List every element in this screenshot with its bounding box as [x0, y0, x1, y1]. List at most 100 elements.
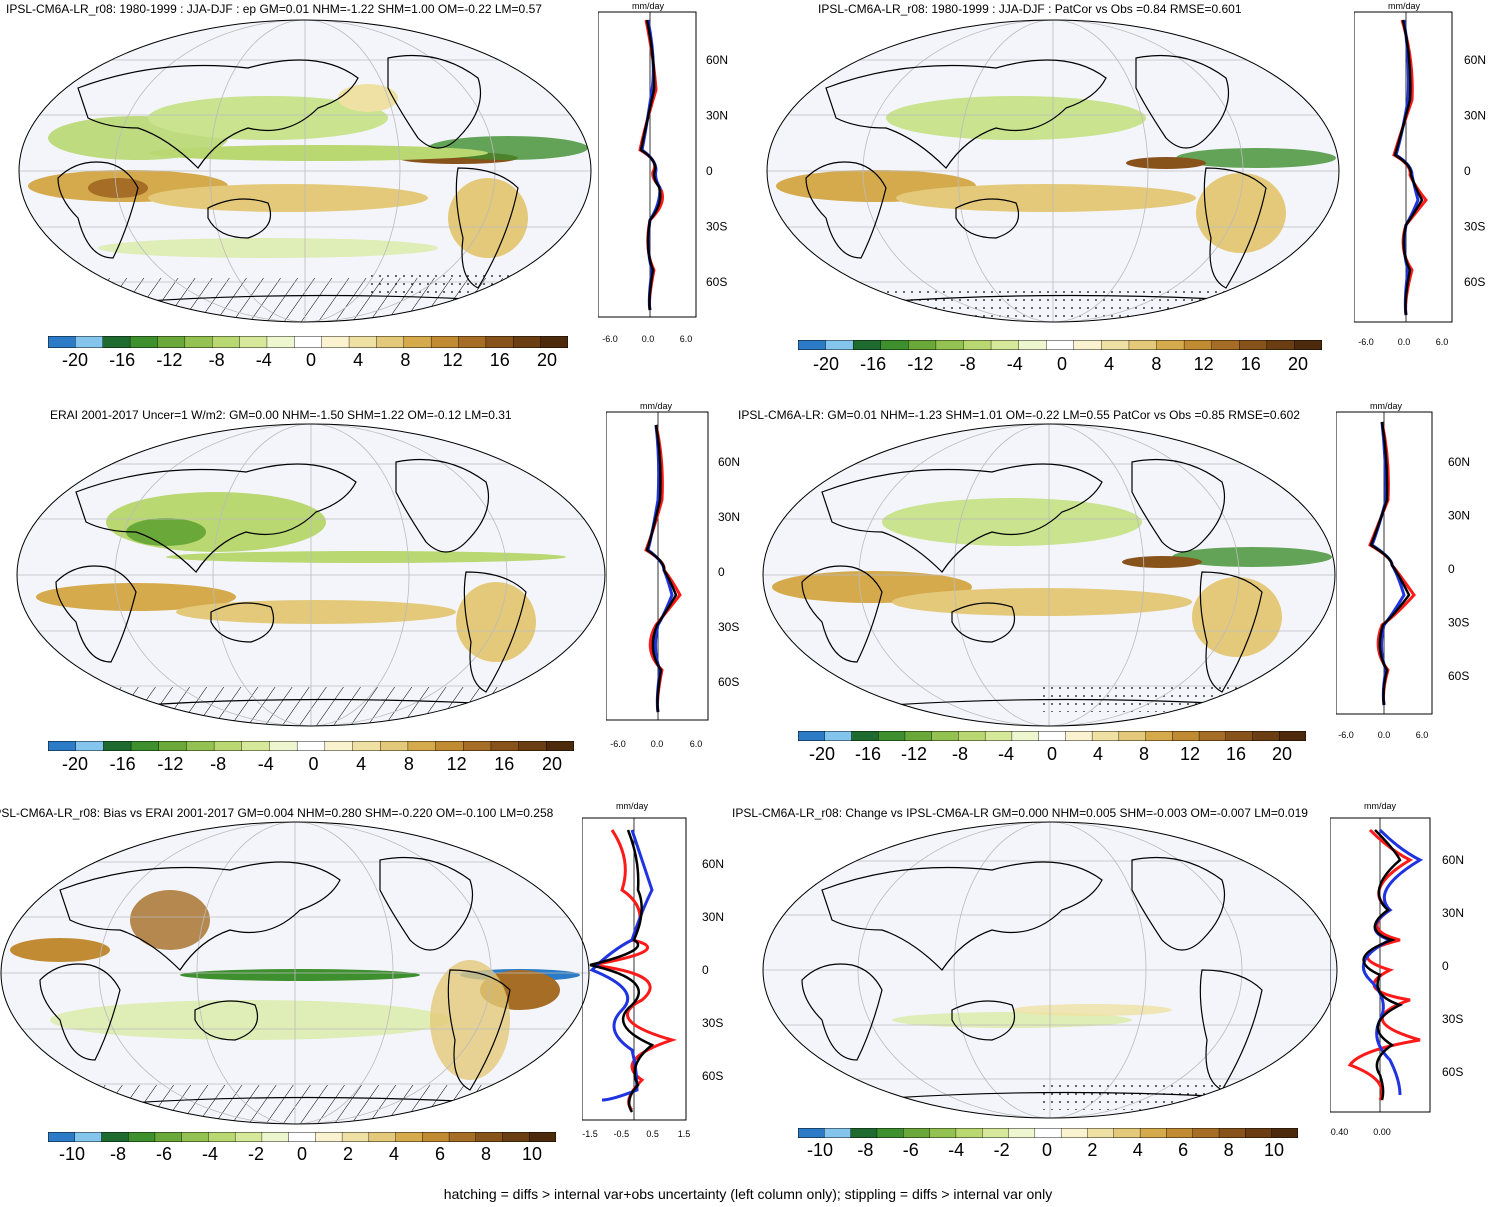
- colorbar-tick-label: 0: [308, 754, 319, 774]
- colorbar-tick-label: -6: [155, 1144, 173, 1164]
- colorbar-swatch: [158, 741, 188, 751]
- colorbar-swatch: [157, 336, 186, 348]
- robinson-map: [16, 423, 606, 727]
- zonal-y-tick-label: 60S: [706, 275, 727, 289]
- colorbar-swatch: [1091, 731, 1120, 741]
- zonal-y-tick-label: 60N: [1448, 455, 1470, 469]
- zonal-x-tick-label: -1.5: [582, 1129, 598, 1139]
- zonal-x-tick-label: 0.0: [1378, 730, 1391, 740]
- colorbar-tick-label: -16: [860, 354, 887, 374]
- colorbar-swatch: [288, 1132, 317, 1142]
- colorbar-swatch: [129, 336, 159, 348]
- colorbar-swatch: [1008, 1128, 1036, 1138]
- colorbar-swatch: [435, 741, 464, 751]
- zonal-y-tick-label: 30N: [1448, 509, 1470, 523]
- colorbar-swatch: [407, 741, 437, 751]
- colorbar-swatch: [261, 1132, 290, 1142]
- colorbar-tick-label: -4: [997, 744, 1015, 764]
- zonal-unit: mm/day: [616, 801, 649, 811]
- robinson-map: [0, 821, 590, 1125]
- colorbar-swatch: [798, 340, 827, 350]
- colorbar-swatch: [128, 1132, 156, 1142]
- panel-title: IPSL-CM6A-LR_r08: 1980-1999 : JJA-DJF : …: [6, 2, 542, 16]
- colorbar-tick-label: -16: [109, 754, 136, 774]
- colorbar-tick-label: -6: [902, 1140, 919, 1160]
- zonal-mean-plot: mm/day -1.5 -0.5 0.5 1.5 60N 30N 0 30S 60S: [582, 801, 724, 1139]
- colorbar-swatch: [184, 336, 213, 348]
- colorbar-swatch: [403, 336, 432, 348]
- colorbar-swatch: [513, 336, 542, 348]
- zonal-x-tick-label: 6.0: [680, 334, 693, 344]
- colorbar-tick-label: 16: [1240, 354, 1261, 374]
- colorbar-tick-label: -20: [61, 350, 89, 370]
- colorbar-swatch: [540, 336, 568, 348]
- colorbar-tick-label: 2: [1087, 1140, 1098, 1160]
- zonal-x-tick-label: -6.0: [602, 334, 618, 344]
- colorbar-swatch: [485, 336, 514, 348]
- zonal-y-tick-label: 30S: [1442, 1012, 1463, 1026]
- colorbar: [798, 340, 1322, 350]
- colorbar-swatch: [1128, 340, 1158, 350]
- colorbar-tick-label: -12: [156, 350, 183, 370]
- colorbar-tick-label: 16: [494, 754, 515, 774]
- colorbar-swatch: [878, 731, 906, 741]
- colorbar-swatch: [296, 741, 326, 751]
- colorbar-swatches: [798, 340, 1322, 350]
- colorbar-tick-label: -4: [948, 1140, 965, 1160]
- colorbar-tick-label: 20: [1287, 354, 1309, 374]
- colorbar-swatch: [448, 1132, 477, 1142]
- colorbar-swatch: [929, 1128, 957, 1138]
- colorbar-tick-label: -2: [993, 1140, 1010, 1160]
- colorbar-swatch: [269, 741, 298, 751]
- colorbar-tick-label: 8: [480, 1144, 492, 1164]
- colorbar-tick-label: 20: [1271, 744, 1293, 764]
- zonal-unit: mm/day: [1364, 801, 1397, 811]
- colorbar-swatch: [1279, 731, 1306, 741]
- colorbar: [798, 731, 1306, 741]
- zonal-x-tick-label: 1.5: [678, 1129, 691, 1139]
- zonal-y-tick-label: 0: [706, 164, 713, 178]
- colorbar-swatch: [212, 336, 241, 348]
- colorbar-tick-label: 16: [489, 350, 510, 370]
- zonal-y-tick-label: 30S: [718, 620, 739, 634]
- colorbar-swatch: [824, 731, 853, 741]
- zonal-y-tick-label: 0: [718, 565, 725, 579]
- colorbar-swatch: [529, 1132, 556, 1142]
- zonal-y-tick-label: 60S: [1442, 1065, 1463, 1079]
- colorbar-swatch: [1018, 340, 1047, 350]
- colorbar-swatch: [1172, 731, 1200, 741]
- colorbar-swatch: [546, 741, 574, 751]
- colorbar-swatch: [984, 731, 1013, 741]
- colorbar-swatch: [955, 1128, 983, 1138]
- colorbar-tick-label: 16: [1225, 744, 1247, 764]
- colorbar-tick-label: 8: [1223, 1140, 1234, 1160]
- colorbar-tick-label: 6: [1178, 1140, 1189, 1160]
- colorbar-swatch: [458, 336, 487, 348]
- colorbar-swatch: [213, 741, 243, 751]
- colorbar-tick-label: -4: [257, 754, 274, 774]
- colorbar-tick-label: 0: [305, 350, 317, 370]
- panel-title: IPSL-CM6A-LR_r08: 1980-1999 : JJA-DJF : …: [818, 2, 1242, 16]
- zonal-mean-plot: mm/day -6.0 0.0 6.0 60N 30N 0 30S 60S: [1336, 401, 1470, 740]
- zonal-y-tick-label: 60N: [718, 455, 740, 469]
- colorbar-swatch: [880, 340, 910, 350]
- colorbar-tick-label: 10: [1263, 1140, 1285, 1160]
- colorbar-swatch: [103, 741, 132, 751]
- zonal-y-tick-label: 30S: [702, 1016, 723, 1030]
- colorbar-tick-label: 0: [1056, 354, 1068, 374]
- colorbar-swatch: [102, 336, 131, 348]
- robinson-map: [766, 19, 1340, 323]
- colorbar-tick-label: -8: [109, 1144, 127, 1164]
- colorbar-swatch: [1156, 340, 1185, 350]
- colorbar-swatch: [321, 336, 350, 348]
- zonal-y-tick-label: 60N: [702, 857, 724, 871]
- zonal-x-tick-label: -6.0: [610, 739, 626, 749]
- zonal-x-tick-label: -0.40: [1330, 1127, 1348, 1137]
- zonal-mean-plot: mm/day -6.0 0.0 6.0 60N 30N 0 30S 60S: [598, 1, 728, 344]
- zonal-y-tick-label: 30S: [706, 220, 727, 234]
- colorbar-swatch: [963, 340, 992, 350]
- panel-title: IPSL-CM6A-LR: GM=0.01 NHM=-1.23 SHM=1.01…: [738, 408, 1300, 422]
- colorbar-swatch: [266, 336, 296, 348]
- colorbar-swatch: [958, 731, 986, 741]
- robinson-map: [762, 821, 1338, 1119]
